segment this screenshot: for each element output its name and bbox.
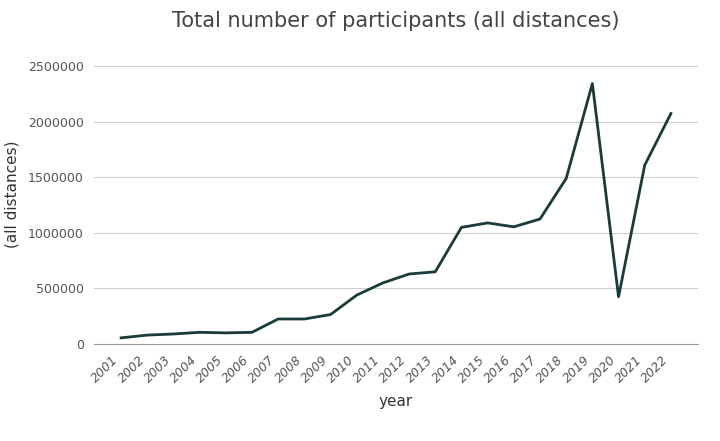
Title: Total number of participants (all distances): Total number of participants (all distan… (172, 11, 620, 31)
X-axis label: year: year (379, 394, 413, 409)
Y-axis label: (all distances): (all distances) (4, 140, 19, 248)
